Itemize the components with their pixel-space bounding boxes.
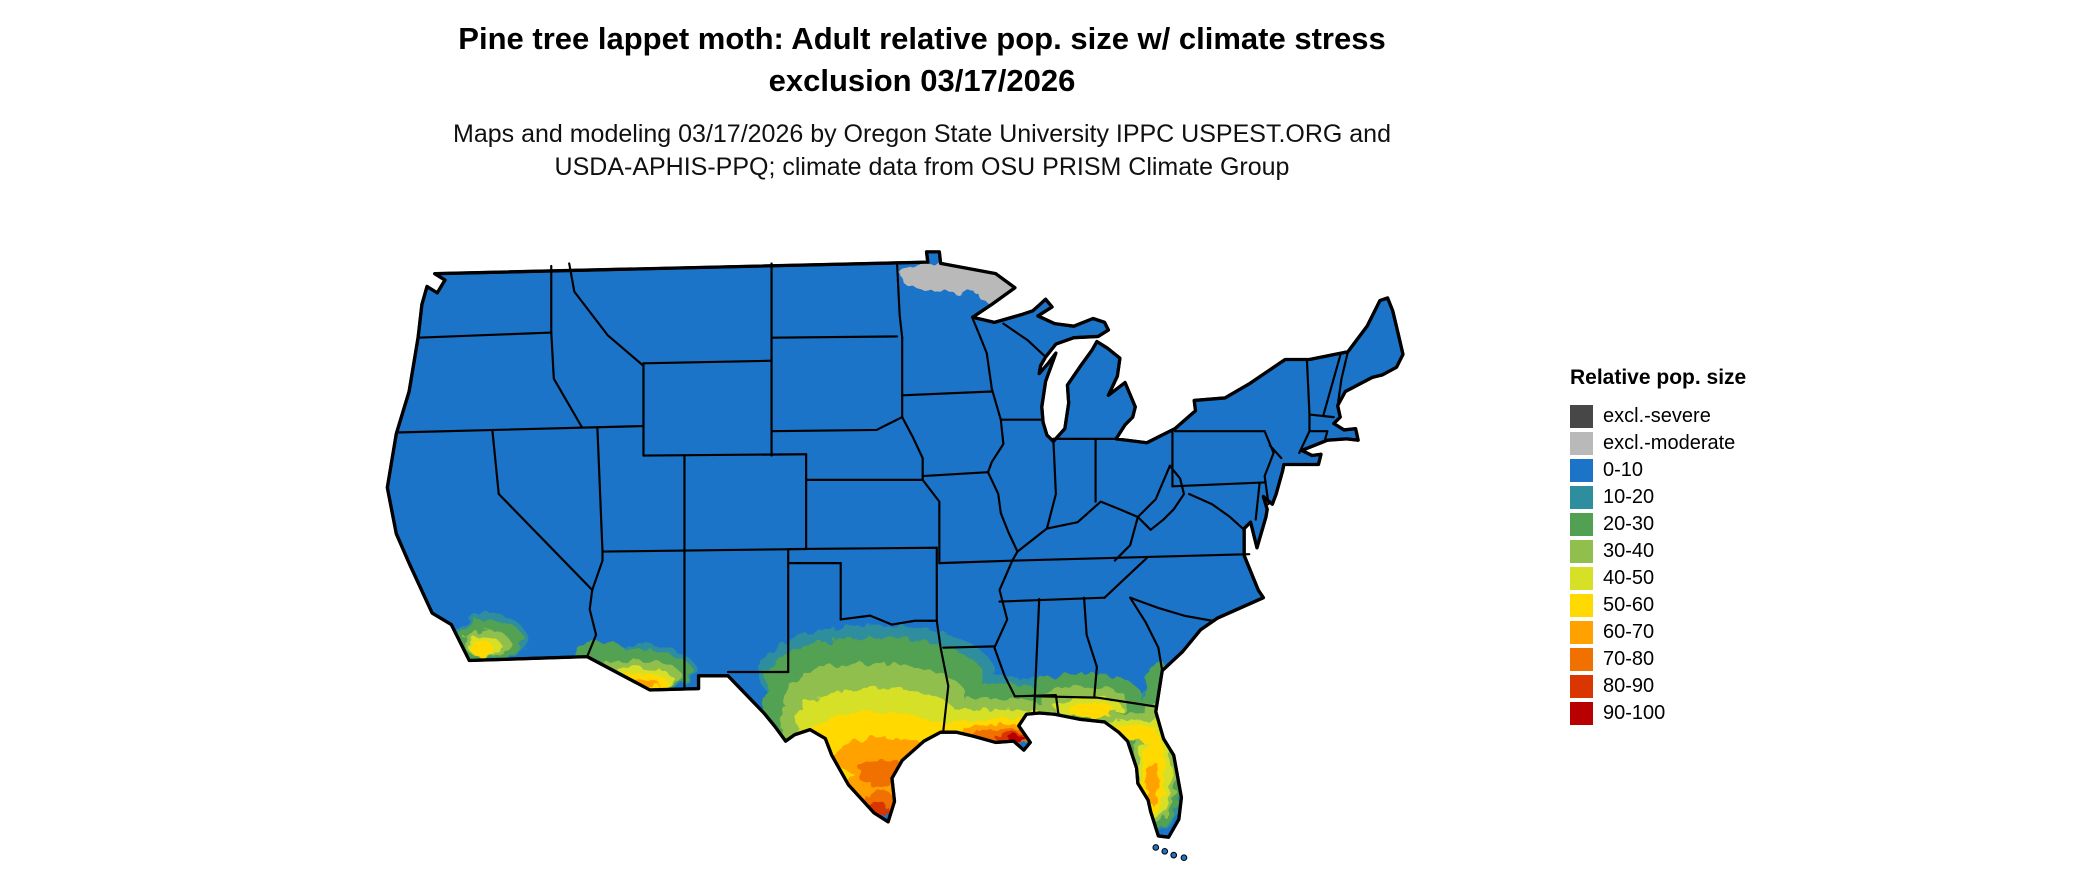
legend-title: Relative pop. size xyxy=(1570,366,1747,389)
legend-row: 70-80 xyxy=(1570,646,1746,673)
legend-color-swatch xyxy=(1570,405,1593,428)
legend-label: 20-30 xyxy=(1603,513,1655,535)
legend-color-swatch xyxy=(1570,513,1593,536)
legend-color-swatch xyxy=(1570,702,1593,725)
legend-color-swatch xyxy=(1570,432,1593,455)
legend-label: 90-100 xyxy=(1603,702,1666,724)
legend-label: 40-50 xyxy=(1603,567,1655,589)
legend-label: 70-80 xyxy=(1603,648,1655,670)
legend-label: 0-10 xyxy=(1603,459,1644,481)
legend-items: excl.-severe excl.-moderate 0-10 10-20 2… xyxy=(1570,403,1746,727)
us-map xyxy=(385,250,1405,862)
legend-label: 60-70 xyxy=(1603,621,1655,643)
legend-color-swatch xyxy=(1570,540,1593,563)
legend-row: 60-70 xyxy=(1570,619,1746,646)
legend-color-swatch xyxy=(1570,459,1593,482)
legend-label: 50-60 xyxy=(1603,594,1655,616)
legend-color-swatch xyxy=(1570,621,1593,644)
page-title: Pine tree lappet moth: Adult relative po… xyxy=(0,18,1844,102)
legend-row: 30-40 xyxy=(1570,538,1746,565)
legend-row: 90-100 xyxy=(1570,700,1746,727)
title-line-2: exclusion 03/17/2026 xyxy=(768,62,1076,98)
title-block: Pine tree lappet moth: Adult relative po… xyxy=(0,18,1844,184)
legend-row: 0-10 xyxy=(1570,457,1746,484)
legend-row: 10-20 xyxy=(1570,484,1746,511)
legend-color-swatch xyxy=(1570,594,1593,617)
legend-row: 40-50 xyxy=(1570,565,1746,592)
legend-color-swatch xyxy=(1570,675,1593,698)
subtitle-line-1: Maps and modeling 03/17/2026 by Oregon S… xyxy=(453,119,1391,148)
legend-row: excl.-moderate xyxy=(1570,430,1746,457)
page-subtitle: Maps and modeling 03/17/2026 by Oregon S… xyxy=(0,118,1844,184)
legend-color-swatch xyxy=(1570,486,1593,509)
us-map-container xyxy=(300,225,1530,891)
legend-row: 50-60 xyxy=(1570,592,1746,619)
state-borders xyxy=(395,262,1349,734)
legend-label: excl.-severe xyxy=(1603,405,1711,427)
title-line-1: Pine tree lappet moth: Adult relative po… xyxy=(458,21,1386,56)
legend-label: 80-90 xyxy=(1603,675,1655,697)
florida-keys xyxy=(1152,844,1188,862)
subtitle-line-2: USDA-APHIS-PPQ; climate data from OSU PR… xyxy=(554,152,1290,181)
legend-row: 80-90 xyxy=(1570,673,1746,700)
national-outline xyxy=(385,250,1405,839)
legend-label: 30-40 xyxy=(1603,540,1655,562)
legend-color-swatch xyxy=(1570,567,1593,590)
legend-label: excl.-moderate xyxy=(1603,432,1736,454)
legend-row: 20-30 xyxy=(1570,511,1746,538)
legend-color-swatch xyxy=(1570,648,1593,671)
map-legend: Relative pop. size excl.-severe excl.-mo… xyxy=(1570,366,1746,727)
legend-row: excl.-severe xyxy=(1570,403,1746,430)
legend-label: 10-20 xyxy=(1603,486,1655,508)
